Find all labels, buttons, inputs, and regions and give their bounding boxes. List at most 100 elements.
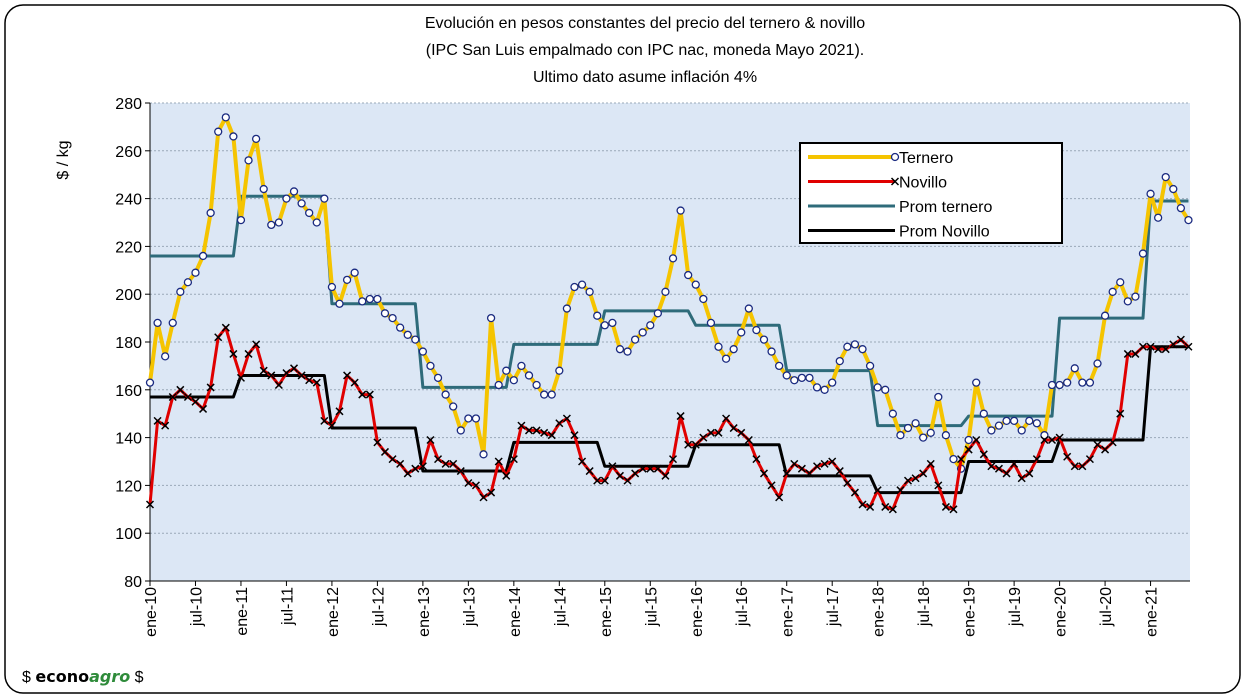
- marker: [373, 294, 382, 304]
- marker: [1055, 433, 1064, 442]
- marker: [714, 342, 723, 351]
- marker: [168, 392, 177, 402]
- marker: [1055, 380, 1064, 390]
- marker: [252, 340, 261, 349]
- marker: [903, 423, 913, 433]
- marker: [305, 376, 314, 385]
- marker: [1025, 469, 1034, 478]
- marker: [343, 371, 352, 380]
- marker: [388, 313, 397, 323]
- marker: [487, 488, 496, 497]
- marker: [1017, 474, 1026, 483]
- x-tick-label: jul-20: [1098, 587, 1115, 627]
- marker: [327, 282, 337, 292]
- marker: [979, 409, 988, 418]
- marker: [562, 304, 572, 313]
- x-tick-label: ene-17: [780, 587, 797, 637]
- marker: [828, 378, 837, 387]
- marker: [972, 435, 981, 445]
- marker: [449, 459, 458, 468]
- marker: [676, 206, 685, 215]
- x-tick-label: jul-18: [916, 587, 933, 627]
- marker: [1100, 311, 1110, 320]
- marker: [752, 325, 761, 335]
- marker: [183, 278, 193, 287]
- marker: [456, 467, 465, 476]
- marker: [926, 459, 935, 468]
- marker: [896, 486, 905, 495]
- marker: [350, 378, 359, 387]
- x-tick-label: ene-18: [871, 587, 888, 637]
- marker: [555, 366, 564, 375]
- marker: [471, 414, 481, 423]
- marker: [941, 502, 950, 511]
- marker: [1169, 184, 1178, 194]
- marker: [145, 500, 155, 509]
- marker: [395, 323, 405, 332]
- chart-title: Evolución en pesos constantes del precio…: [425, 15, 865, 32]
- marker: [532, 426, 541, 435]
- marker: [214, 333, 223, 342]
- y-tick-label: 260: [115, 144, 142, 161]
- marker: [153, 318, 162, 328]
- marker: [1131, 292, 1140, 301]
- marker: [267, 371, 276, 380]
- legend-box: [799, 142, 1063, 244]
- legend-label: Novillo: [899, 175, 947, 192]
- marker: [615, 345, 625, 354]
- marker: [1085, 455, 1094, 464]
- marker: [244, 156, 253, 165]
- marker: [1101, 445, 1110, 454]
- marker: [327, 421, 336, 430]
- marker: [1085, 378, 1095, 387]
- marker: [555, 419, 564, 428]
- marker: [813, 462, 822, 471]
- legend-label: Prom ternero: [899, 199, 992, 216]
- legend-label: Prom Novillo: [899, 224, 990, 241]
- marker: [653, 464, 662, 473]
- marker: [441, 390, 450, 399]
- marker: [297, 371, 306, 380]
- marker: [926, 428, 935, 437]
- logo-brand: econo: [35, 667, 89, 686]
- marker: [320, 194, 329, 203]
- marker: [782, 469, 791, 478]
- marker: [896, 431, 905, 440]
- marker: [411, 335, 420, 344]
- marker: [1116, 409, 1125, 418]
- marker: [994, 464, 1003, 473]
- marker: [244, 349, 253, 358]
- marker: [1131, 349, 1140, 358]
- marker: [471, 481, 480, 490]
- marker: [1025, 416, 1034, 426]
- marker: [759, 469, 769, 478]
- marker: [403, 469, 412, 478]
- marker: [289, 364, 299, 373]
- marker: [1123, 297, 1132, 306]
- marker: [691, 440, 700, 449]
- marker: [562, 414, 571, 423]
- y-tick-label: 280: [115, 96, 142, 113]
- marker: [668, 254, 678, 263]
- x-tick-label: ene-15: [598, 587, 615, 637]
- marker: [668, 455, 678, 464]
- marker: [1184, 342, 1193, 351]
- marker: [388, 455, 397, 464]
- marker: [1146, 189, 1155, 198]
- marker: [1010, 459, 1019, 468]
- x-tick-label: ene-21: [1144, 587, 1161, 637]
- marker: [145, 378, 155, 387]
- marker: [987, 426, 996, 435]
- marker: [433, 373, 443, 383]
- marker: [282, 194, 291, 203]
- marker: [972, 378, 981, 387]
- x-tick-label: jul-14: [552, 587, 569, 627]
- marker: [979, 450, 988, 459]
- marker: [805, 373, 814, 383]
- marker: [540, 390, 549, 399]
- marker: [767, 347, 776, 356]
- x-tick-label: jul-11: [279, 587, 296, 626]
- marker: [206, 208, 215, 218]
- marker: [684, 440, 693, 449]
- marker: [593, 311, 602, 320]
